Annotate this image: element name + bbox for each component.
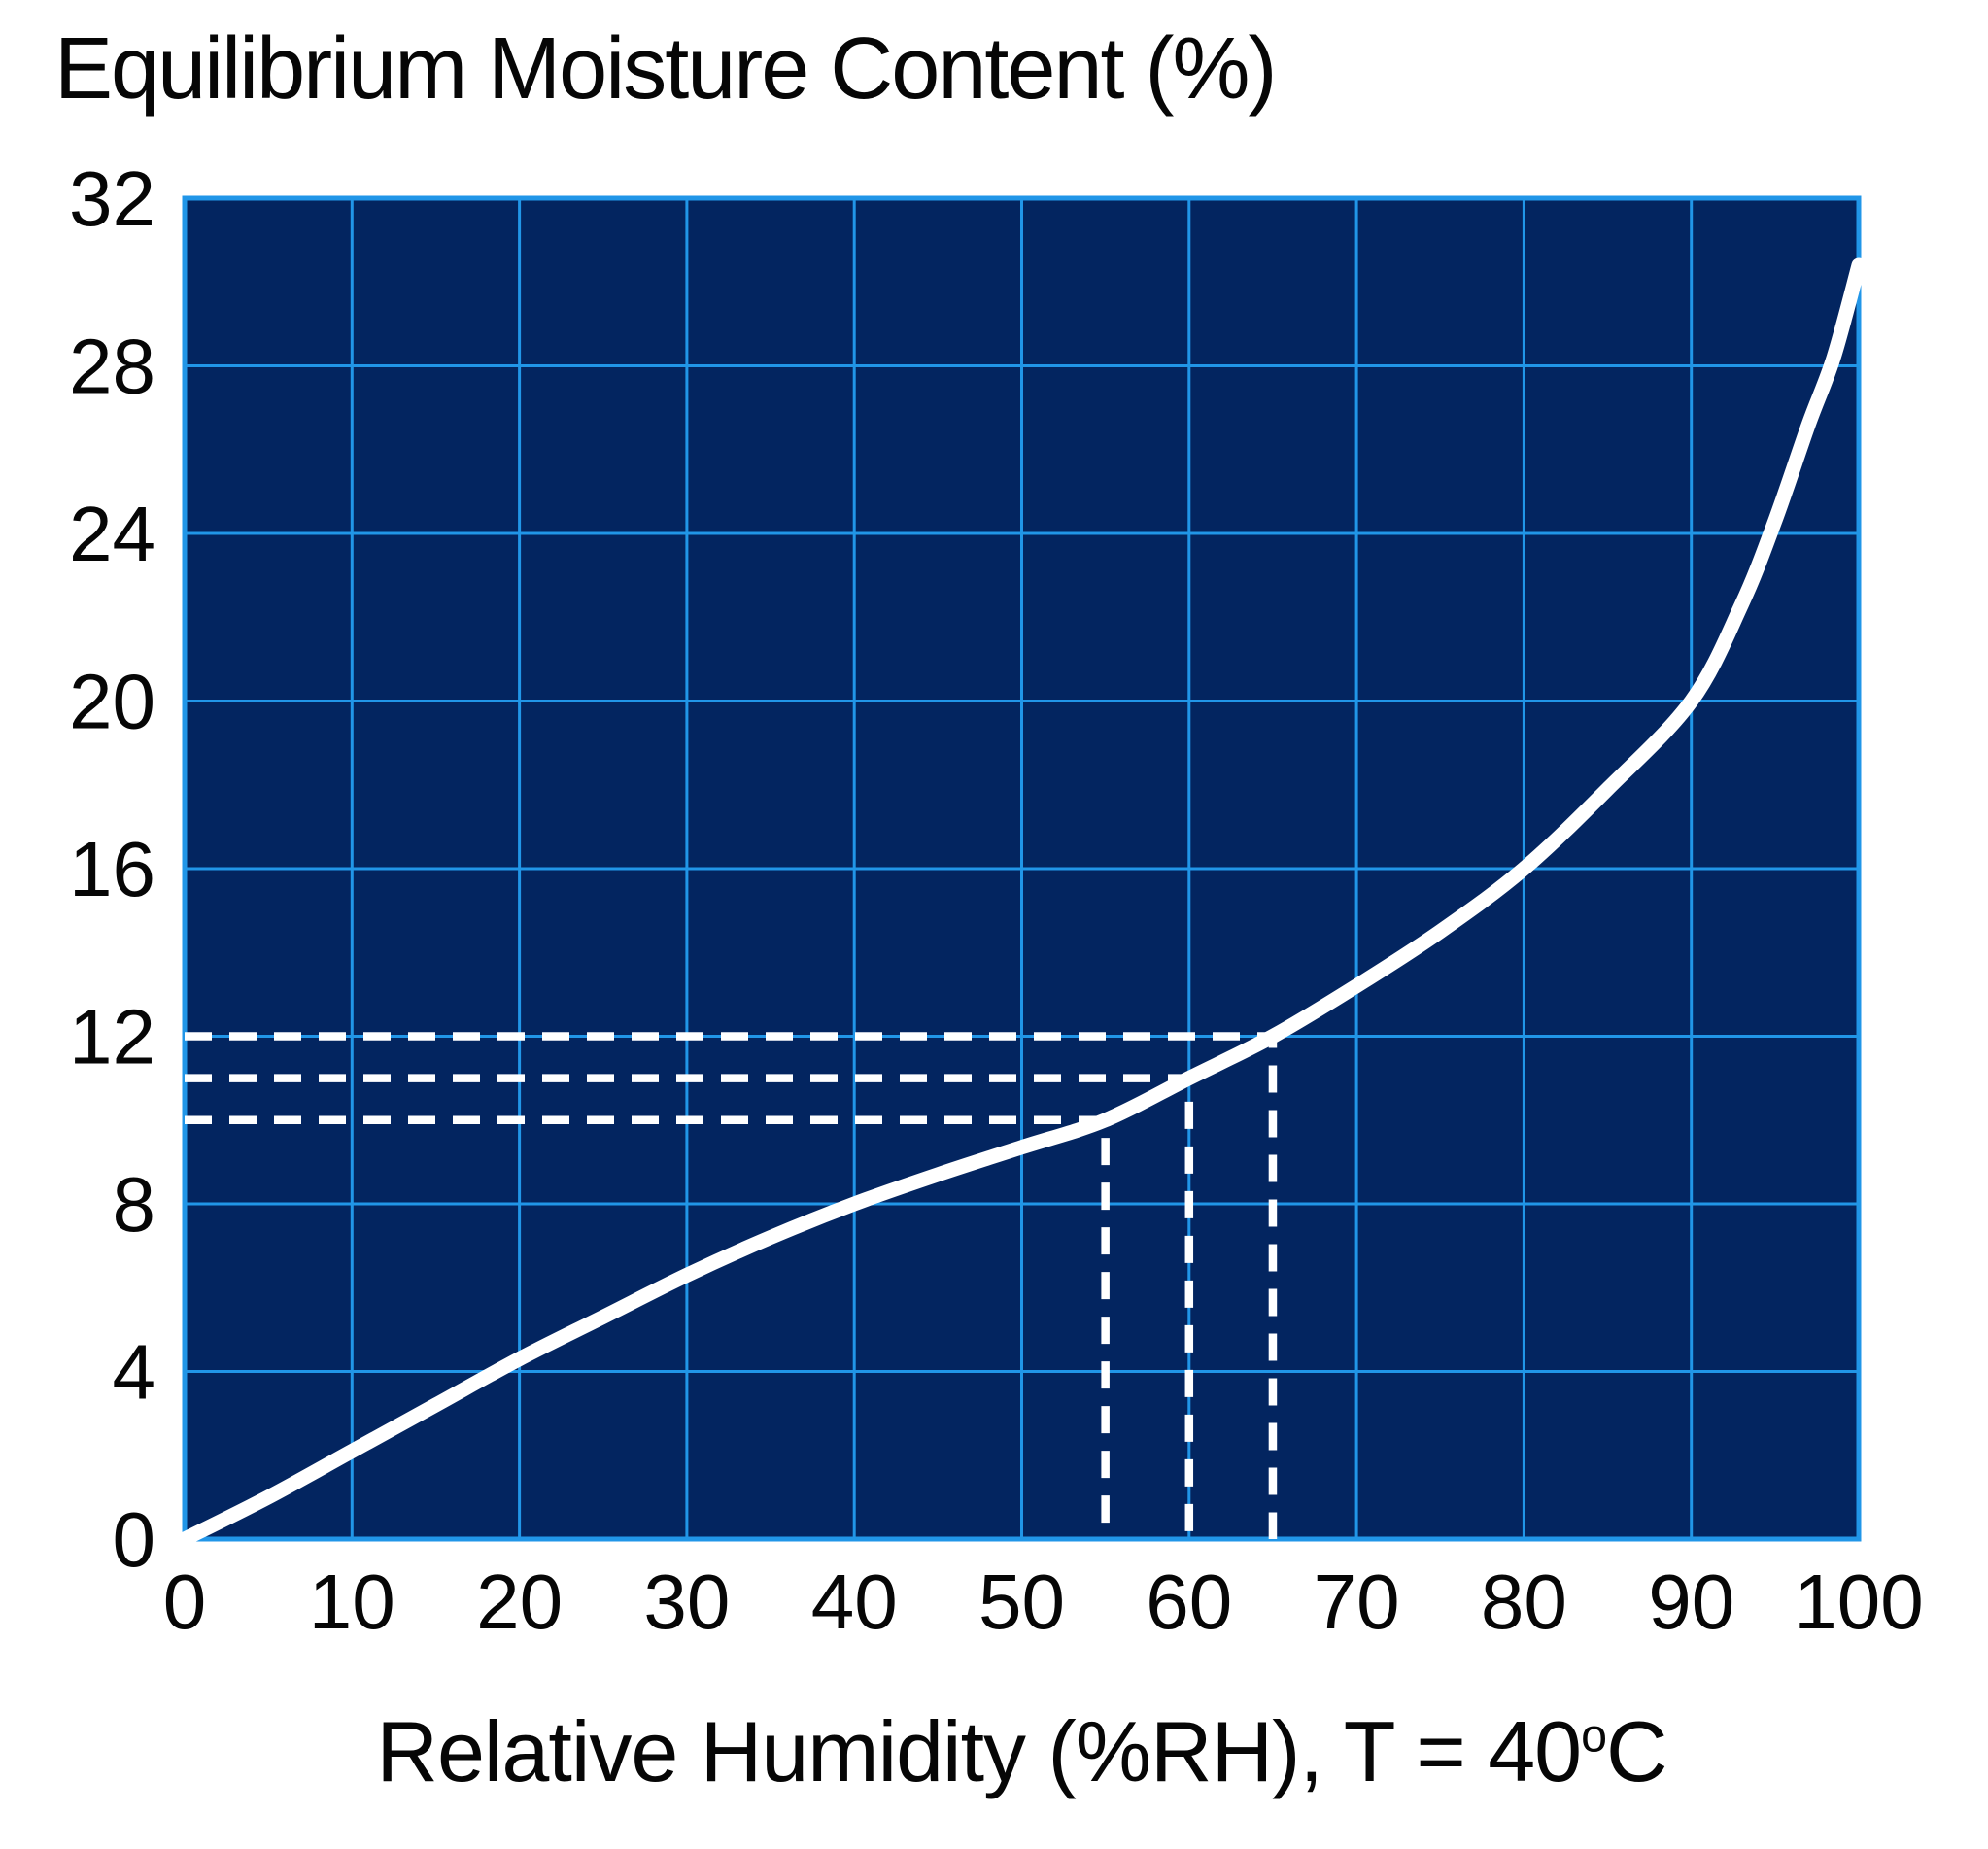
- y-tick-label: 24: [69, 491, 155, 577]
- emc-curve: [177, 257, 1867, 1547]
- x-tick-label: 90: [1648, 1558, 1734, 1645]
- x-axis-title-text: Relative Humidity (%RH), T = 40: [376, 1703, 1582, 1799]
- plot-border: [182, 195, 1862, 1542]
- x-tick-label: 60: [1146, 1558, 1232, 1645]
- x-tick-label: 0: [163, 1558, 207, 1645]
- x-tick-label: 20: [476, 1558, 563, 1645]
- y-tick-label: 16: [69, 826, 155, 912]
- x-axis-title: Relative Humidity (%RH), T = 40oC: [185, 1702, 1859, 1801]
- degree-superscript: o: [1581, 1709, 1607, 1763]
- x-tick-label: 30: [643, 1558, 730, 1645]
- chart-title: Equilibrium Moisture Content (%): [54, 20, 1277, 118]
- y-tick-label: 4: [113, 1329, 156, 1416]
- x-tick-label: 50: [978, 1558, 1065, 1645]
- y-tick-label: 20: [69, 659, 155, 745]
- x-axis-title-unit: C: [1606, 1703, 1668, 1799]
- y-tick-label: 12: [69, 994, 155, 1080]
- y-tick-label: 8: [113, 1161, 156, 1248]
- x-tick-label: 100: [1794, 1558, 1923, 1645]
- y-tick-label: 32: [69, 155, 155, 242]
- x-tick-label: 10: [309, 1558, 395, 1645]
- x-tick-label: 40: [811, 1558, 898, 1645]
- x-tick-label: 80: [1481, 1558, 1567, 1645]
- x-tick-label: 70: [1314, 1558, 1400, 1645]
- y-tick-label: 0: [113, 1496, 156, 1583]
- y-tick-label: 28: [69, 324, 155, 410]
